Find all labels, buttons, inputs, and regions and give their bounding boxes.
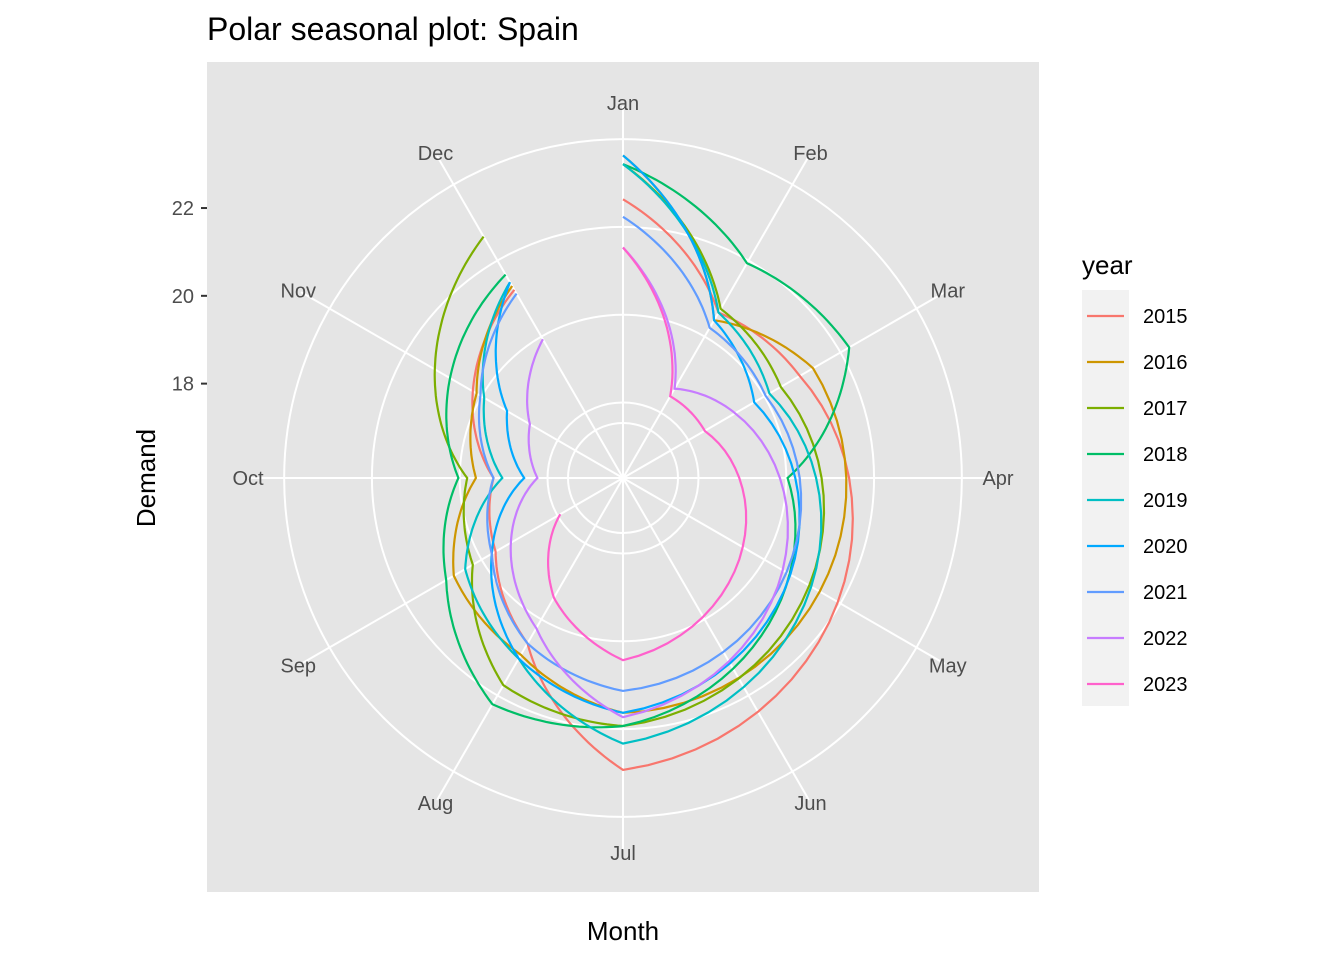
grid-spoke [622, 155, 810, 479]
legend-label: 2023 [1143, 674, 1188, 696]
legend-label: 2019 [1143, 490, 1188, 512]
grid-spoke [300, 291, 624, 479]
month-label: Sep [280, 656, 316, 678]
y-tick-label: 22 [172, 198, 194, 220]
legend-key-background [1082, 290, 1129, 706]
legend-label: 2017 [1143, 398, 1188, 420]
y-tick-label: 18 [172, 374, 194, 396]
x-axis-title: Month [587, 916, 659, 946]
month-label: Jul [610, 843, 636, 865]
grid-spoke [436, 155, 624, 479]
month-labels: Jan Feb Mar Apr May Jun Jul Aug Sep Oct Nov Dec [232, 93, 1013, 865]
series-line-2017 [433, 163, 826, 728]
legend: year 2015 2016 2017 2018 2019 2020 2021 2022 202… [1082, 250, 1188, 706]
legend-title: year [1082, 250, 1133, 280]
legend-label: 2018 [1143, 444, 1188, 466]
series-lines [433, 154, 854, 772]
grid-spoke [300, 477, 624, 665]
y-tick-label: 20 [172, 286, 194, 308]
legend-label: 2020 [1143, 536, 1188, 558]
legend-label: 2021 [1143, 582, 1188, 604]
month-label: Dec [418, 143, 454, 165]
grid-spoke [622, 477, 810, 801]
grid-spoke [622, 291, 946, 479]
month-label: Jun [794, 793, 826, 815]
month-label: Nov [280, 281, 316, 303]
grid-spoke [622, 477, 946, 665]
series-line-2022 [509, 246, 789, 719]
grid-spoke [436, 477, 624, 801]
chart-title: Polar seasonal plot: Spain [207, 11, 579, 47]
legend-label: 2022 [1143, 628, 1188, 650]
legend-label: 2016 [1143, 352, 1188, 374]
polar-grid [251, 106, 995, 850]
series-line-2016 [452, 154, 848, 714]
y-axis-title: Demand [131, 429, 161, 527]
month-label: Feb [793, 143, 827, 165]
month-label: Aug [418, 793, 454, 815]
month-label: Apr [982, 468, 1013, 490]
month-label: May [929, 656, 967, 678]
month-label: Mar [931, 281, 966, 303]
series-line-2023 [547, 246, 748, 662]
series-line-2020 [489, 154, 801, 714]
series-line-2018 [442, 163, 851, 729]
legend-label: 2015 [1143, 306, 1188, 328]
y-axis: 18 20 22 [172, 198, 207, 396]
series-line-2021 [477, 215, 803, 693]
month-label: Jan [607, 93, 639, 115]
month-label: Oct [232, 468, 264, 490]
